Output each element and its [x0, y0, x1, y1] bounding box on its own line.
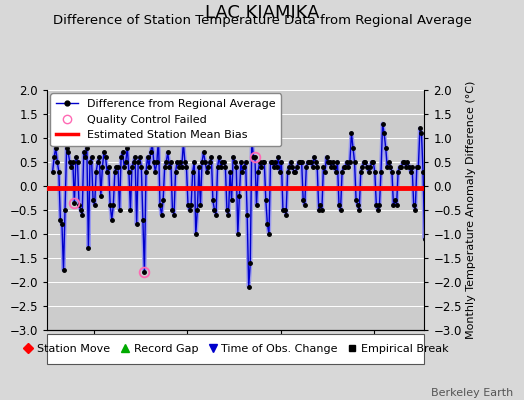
- Text: Berkeley Earth: Berkeley Earth: [431, 388, 514, 398]
- Y-axis label: Monthly Temperature Anomaly Difference (°C): Monthly Temperature Anomaly Difference (…: [466, 81, 476, 339]
- Text: LAC KIAMIKA: LAC KIAMIKA: [205, 4, 319, 22]
- Legend: Station Move, Record Gap, Time of Obs. Change, Empirical Break: Station Move, Record Gap, Time of Obs. C…: [19, 341, 452, 357]
- FancyBboxPatch shape: [47, 334, 424, 364]
- Legend: Difference from Regional Average, Quality Control Failed, Estimated Station Mean: Difference from Regional Average, Qualit…: [50, 93, 281, 146]
- Text: Difference of Station Temperature Data from Regional Average: Difference of Station Temperature Data f…: [52, 14, 472, 27]
